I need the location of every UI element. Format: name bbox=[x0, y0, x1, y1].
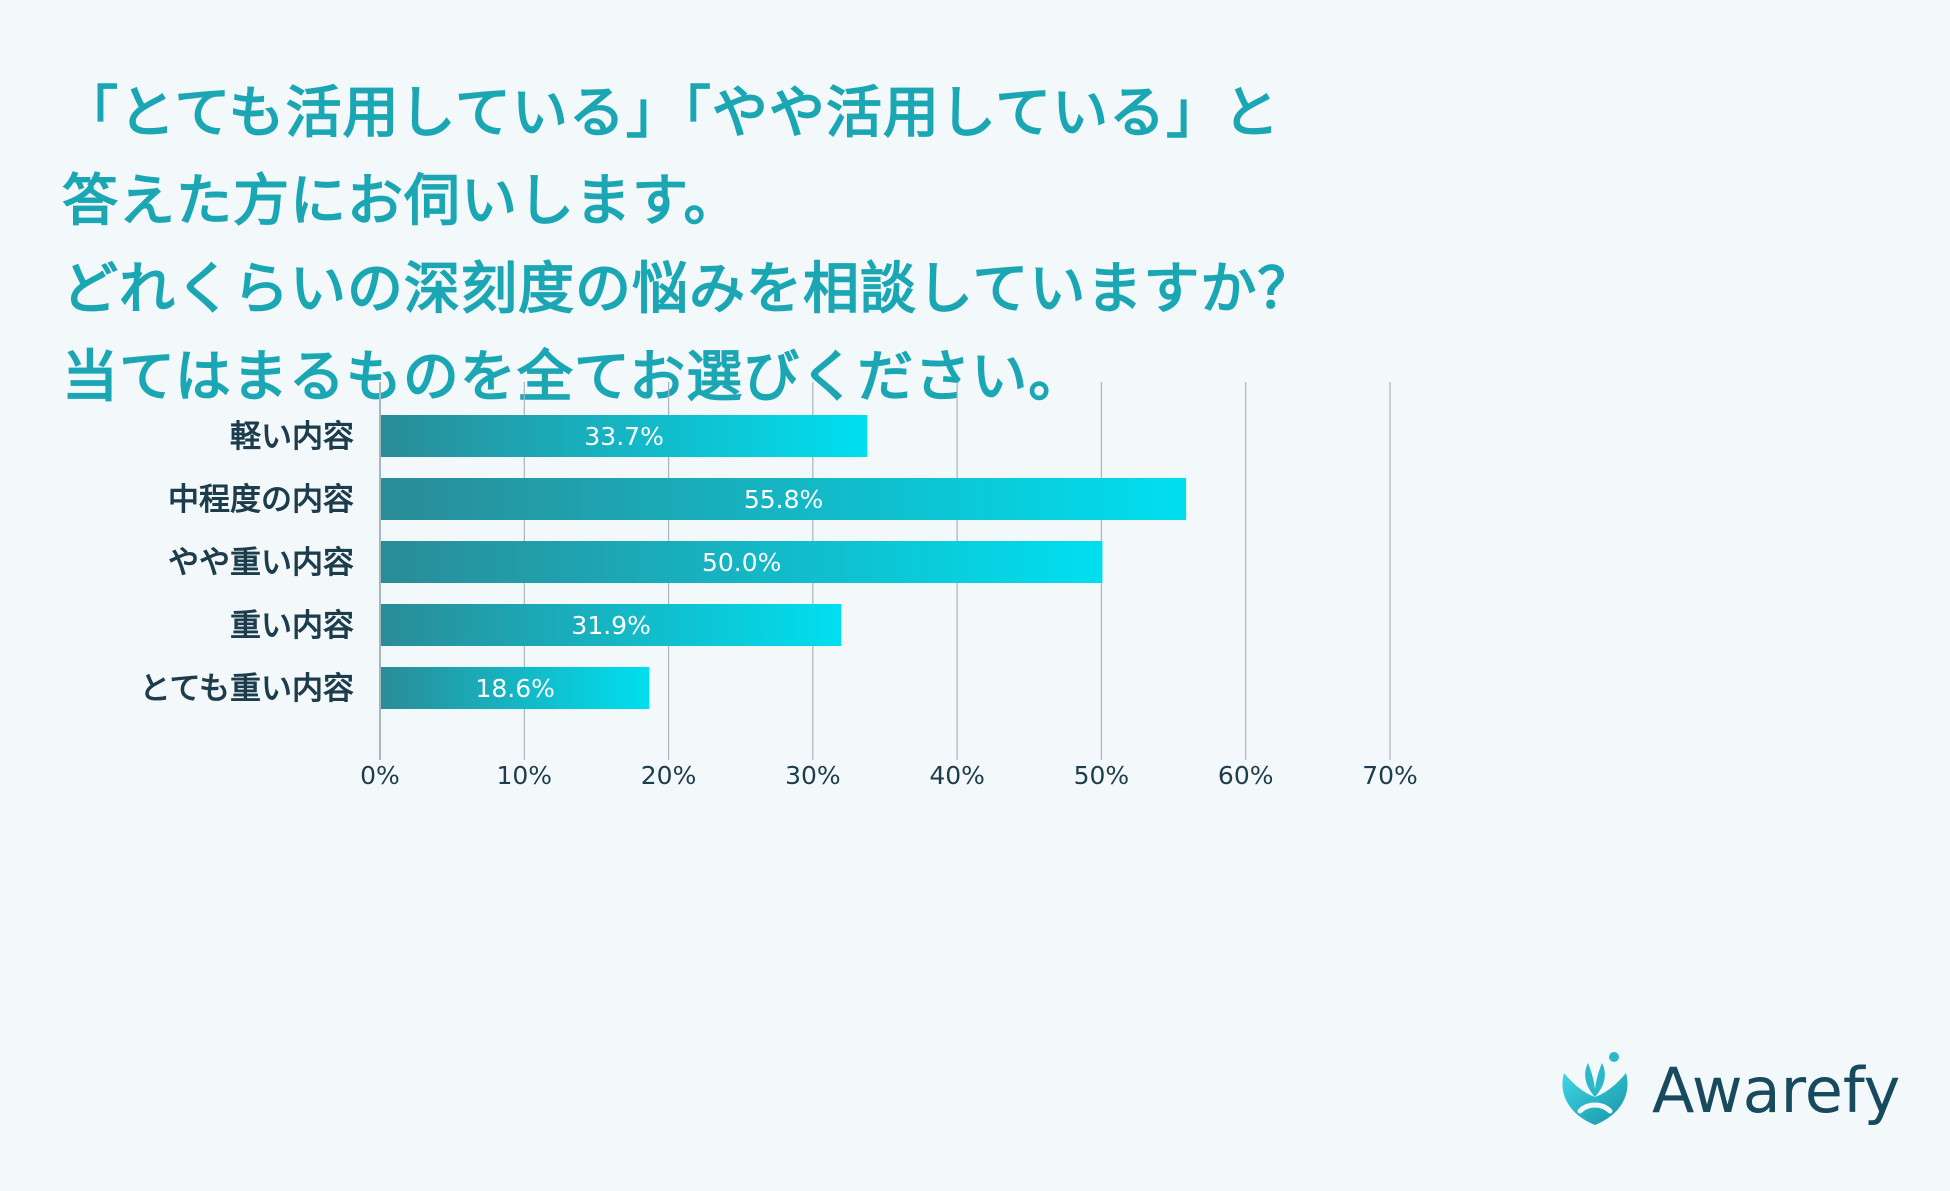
bar bbox=[381, 478, 1187, 520]
x-tick-label: 20% bbox=[641, 761, 697, 790]
chart-title: 「とても活用している」「やや活用している」と 答えた方にお伺いします。 どれくら… bbox=[62, 70, 1562, 422]
category-label: 重い内容 bbox=[230, 608, 354, 644]
bar bbox=[381, 541, 1103, 583]
category-label: 中程度の内容 bbox=[168, 482, 354, 518]
x-tick-label: 70% bbox=[1362, 761, 1418, 790]
category-label: 軽い内容 bbox=[230, 419, 354, 455]
bar-value-label: 18.6% bbox=[475, 674, 554, 703]
title-line-4: 当てはまるものを全てお選びください。 bbox=[62, 345, 1086, 410]
bar-value-label: 55.8% bbox=[744, 485, 823, 514]
x-tick-label: 40% bbox=[929, 761, 985, 790]
title-line-1: 「とても活用している」「やや活用している」と bbox=[62, 81, 1281, 146]
x-tick-label: 0% bbox=[360, 761, 400, 790]
awarefy-logo-icon bbox=[1562, 1052, 1628, 1125]
x-tick-label: 30% bbox=[785, 761, 841, 790]
x-tick-label: 50% bbox=[1074, 761, 1130, 790]
bar bbox=[381, 604, 842, 646]
category-label: とても重い内容 bbox=[139, 671, 354, 707]
title-line-2: 答えた方にお伺いします。 bbox=[62, 169, 741, 234]
bar bbox=[381, 415, 868, 457]
x-tick-label: 60% bbox=[1218, 761, 1274, 790]
bar bbox=[381, 667, 650, 709]
brand-name: Awarefy bbox=[1652, 1053, 1901, 1127]
title-line-3: どれくらいの深刻度の悩みを相談していますか？ bbox=[62, 257, 1315, 322]
bar-value-label: 31.9% bbox=[571, 611, 650, 640]
bar-value-label: 33.7% bbox=[584, 422, 663, 451]
x-tick-label: 10% bbox=[496, 761, 552, 790]
brand-logo: Awarefy bbox=[1550, 1040, 1910, 1140]
bar-value-label: 50.0% bbox=[702, 548, 781, 577]
category-label: やや重い内容 bbox=[168, 545, 354, 581]
